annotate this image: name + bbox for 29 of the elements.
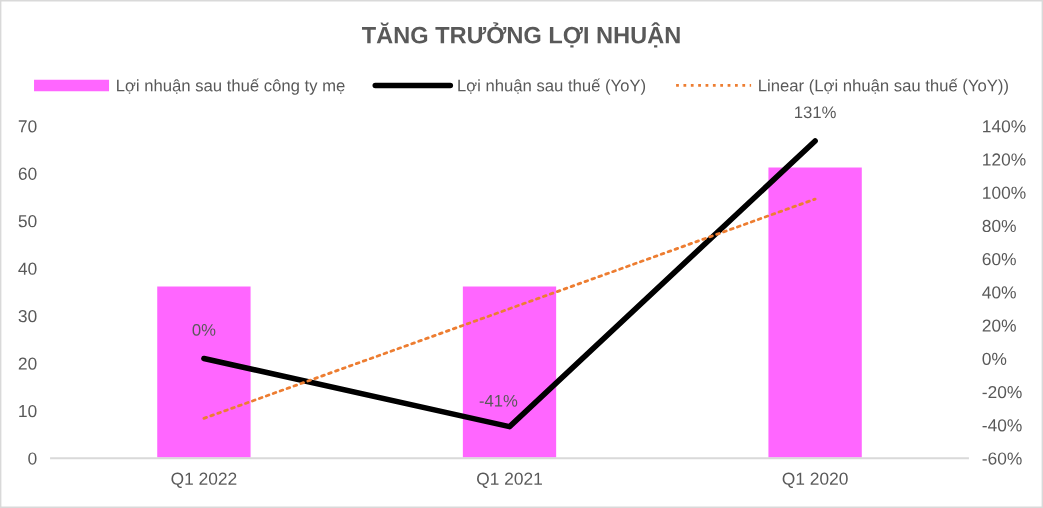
data-label: 131% bbox=[795, 106, 836, 119]
x-tick-label: Q1 2022 bbox=[171, 472, 237, 488]
legend-label: Linear (Lợi nhuận sau thuế (YoY)) bbox=[759, 78, 1008, 95]
y2-tick-label: -20% bbox=[982, 385, 1022, 399]
data-label: -41% bbox=[479, 394, 518, 407]
y-tick-label: 40 bbox=[18, 262, 37, 275]
data-label: 0% bbox=[192, 324, 216, 336]
y-tick-label: 70 bbox=[18, 120, 37, 133]
x-tick-label: Q1 2021 bbox=[477, 472, 542, 488]
y2-tick-label: 140% bbox=[983, 120, 1026, 133]
y2-tick-label: 0% bbox=[982, 352, 1007, 366]
y2-tick-label: 80% bbox=[982, 219, 1016, 233]
y2-tick-label: -60% bbox=[982, 452, 1022, 465]
y-tick-label: 20 bbox=[18, 357, 37, 370]
y2-tick-label: 120% bbox=[983, 153, 1026, 166]
y-tick-label: 10 bbox=[19, 404, 37, 418]
y-tick-label: 50 bbox=[18, 215, 37, 228]
y-tick-label: 30 bbox=[18, 310, 37, 323]
legend-label: Lợi nhuận sau thuế (YoY) bbox=[458, 78, 646, 95]
x-tick-label: Q1 2020 bbox=[782, 472, 848, 488]
y-tick-label: 60 bbox=[18, 167, 37, 180]
chart-title: TĂNG TRƯỞNG LỢI NHUẬN bbox=[361, 22, 680, 48]
y2-tick-label: 20% bbox=[982, 319, 1016, 332]
y-tick-label: 0 bbox=[28, 452, 37, 465]
y2-tick-label: 100% bbox=[983, 186, 1026, 199]
y2-tick-label: 60% bbox=[982, 253, 1016, 266]
legend-label: Lợi nhuận sau thuế công ty mẹ bbox=[117, 78, 345, 95]
y2-tick-label: -40% bbox=[982, 419, 1022, 432]
y2-tick-label: 40% bbox=[982, 286, 1016, 299]
